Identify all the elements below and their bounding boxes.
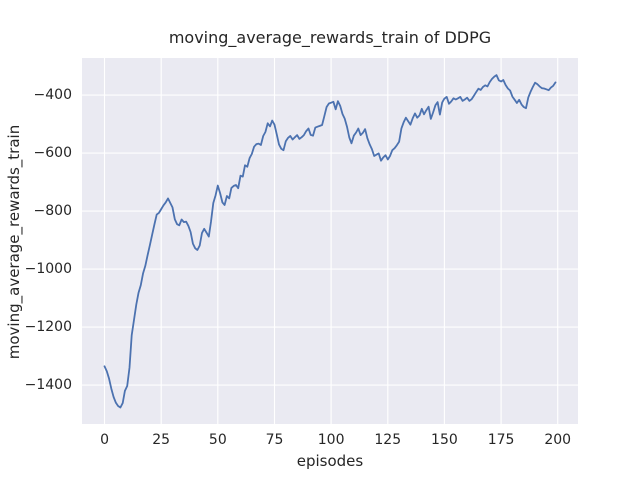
- y-tick-label: −600: [33, 145, 72, 162]
- x-tick-label: 0: [100, 432, 109, 448]
- x-tick-label: 150: [431, 432, 458, 448]
- y-tick-label: −800: [33, 203, 72, 220]
- x-tick-label: 25: [152, 432, 171, 448]
- x-tick-label: 75: [265, 432, 284, 448]
- plot-area: [82, 58, 578, 424]
- x-tick-label: 100: [317, 432, 345, 448]
- data-line: [103, 74, 557, 409]
- x-tick-label: 175: [487, 432, 515, 448]
- x-axis-label: episodes: [296, 452, 364, 470]
- y-tick-label: −1000: [24, 261, 72, 278]
- x-tick-label: 125: [374, 432, 402, 448]
- y-tick-label: −1400: [24, 377, 72, 394]
- x-tick-label: 50: [208, 432, 227, 448]
- x-tick-label: 200: [544, 432, 572, 448]
- y-tick-label: −400: [33, 87, 72, 104]
- y-tick-label: −1200: [24, 319, 72, 336]
- line-chart: [82, 58, 578, 424]
- chart-title: moving_average_rewards_train of DDPG: [168, 28, 492, 47]
